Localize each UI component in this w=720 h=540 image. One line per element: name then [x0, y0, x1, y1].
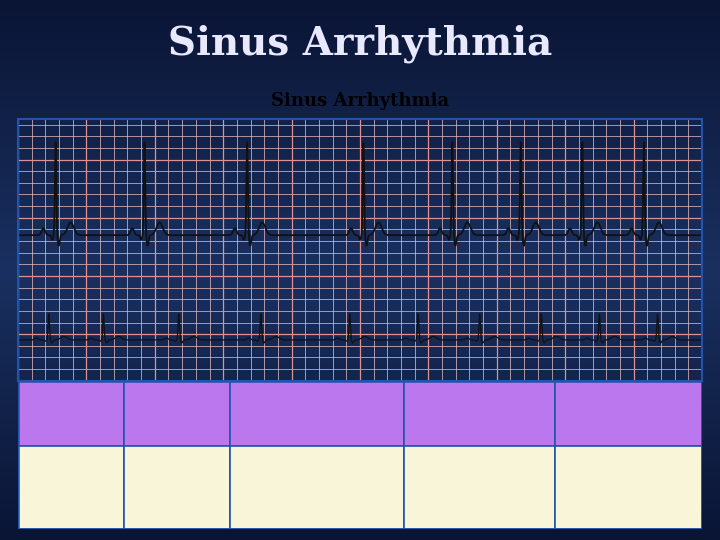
- Text: P Wave: P Wave: [289, 407, 345, 420]
- Text: <.12: <.12: [611, 481, 646, 494]
- Text: Sinus Arrhythmia: Sinus Arrhythmia: [271, 92, 449, 110]
- Text: Before each
QRS, identical: Before each QRS, identical: [271, 474, 364, 502]
- Bar: [230, 381, 405, 446]
- Text: Irregular: Irregular: [144, 481, 210, 494]
- Bar: [124, 446, 230, 529]
- Text: .12 to .20: .12 to .20: [444, 481, 516, 494]
- Text: Rhythm: Rhythm: [148, 407, 206, 420]
- Bar: [555, 381, 702, 446]
- Text: Usually
60-100
bpm: Usually 60-100 bpm: [43, 466, 99, 509]
- Text: Sinus Arrhythmia: Sinus Arrhythmia: [168, 24, 552, 63]
- Bar: [18, 446, 124, 529]
- Bar: [555, 446, 702, 529]
- Bar: [405, 446, 555, 529]
- Bar: [124, 381, 230, 446]
- Text: QRS
(in seconds): QRS (in seconds): [582, 400, 675, 427]
- Bar: [405, 381, 555, 446]
- Text: PR interval
(in seconds): PR interval (in seconds): [434, 400, 526, 427]
- Text: Heart
Rate: Heart Rate: [50, 400, 92, 427]
- Bar: [230, 446, 405, 529]
- Bar: [18, 381, 124, 446]
